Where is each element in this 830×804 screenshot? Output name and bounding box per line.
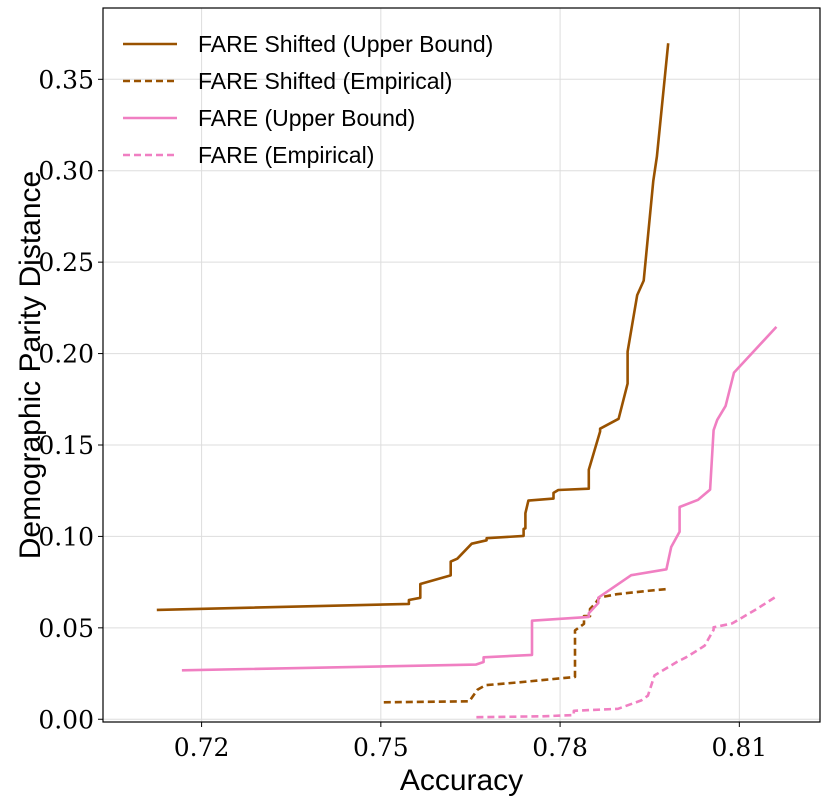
y-axis-label: Demographic Parity Distance	[14, 171, 47, 560]
y-tick-label: 0.30	[38, 157, 94, 186]
y-axis-ticks: 0.00 0.05 0.10 0.15 0.20 0.25 0.30 0.35	[38, 65, 103, 734]
y-tick-label: 0.35	[38, 65, 94, 94]
x-tick-label: 0.75	[353, 733, 409, 762]
grid	[103, 8, 820, 722]
legend-label-3: FARE (Empirical)	[198, 142, 374, 168]
legend: FARE Shifted (Upper Bound) FARE Shifted (…	[123, 31, 493, 168]
x-axis-label: Accuracy	[400, 764, 523, 797]
series-line-1	[383, 587, 669, 704]
x-tick-label: 0.72	[174, 733, 230, 762]
series-layer	[156, 43, 778, 719]
y-tick-label: 0.10	[38, 522, 94, 551]
plot-frame	[102, 7, 821, 723]
legend-label-2: FARE (Upper Bound)	[198, 105, 415, 131]
series-line-2	[181, 326, 778, 672]
y-tick-label: 0.25	[38, 248, 94, 277]
series-line-3	[476, 595, 778, 719]
x-tick-label: 0.78	[532, 733, 588, 762]
x-tick-label: 0.81	[712, 733, 768, 762]
y-tick-label: 0.05	[38, 614, 94, 643]
x-axis-ticks: 0.72 0.75 0.78 0.81	[174, 722, 767, 762]
series-line-0	[156, 43, 670, 612]
y-tick-label: 0.00	[38, 705, 94, 734]
legend-label-0: FARE Shifted (Upper Bound)	[198, 31, 493, 57]
legend-label-1: FARE Shifted (Empirical)	[198, 68, 452, 94]
y-tick-label: 0.20	[38, 340, 94, 369]
y-tick-label: 0.15	[38, 431, 94, 460]
